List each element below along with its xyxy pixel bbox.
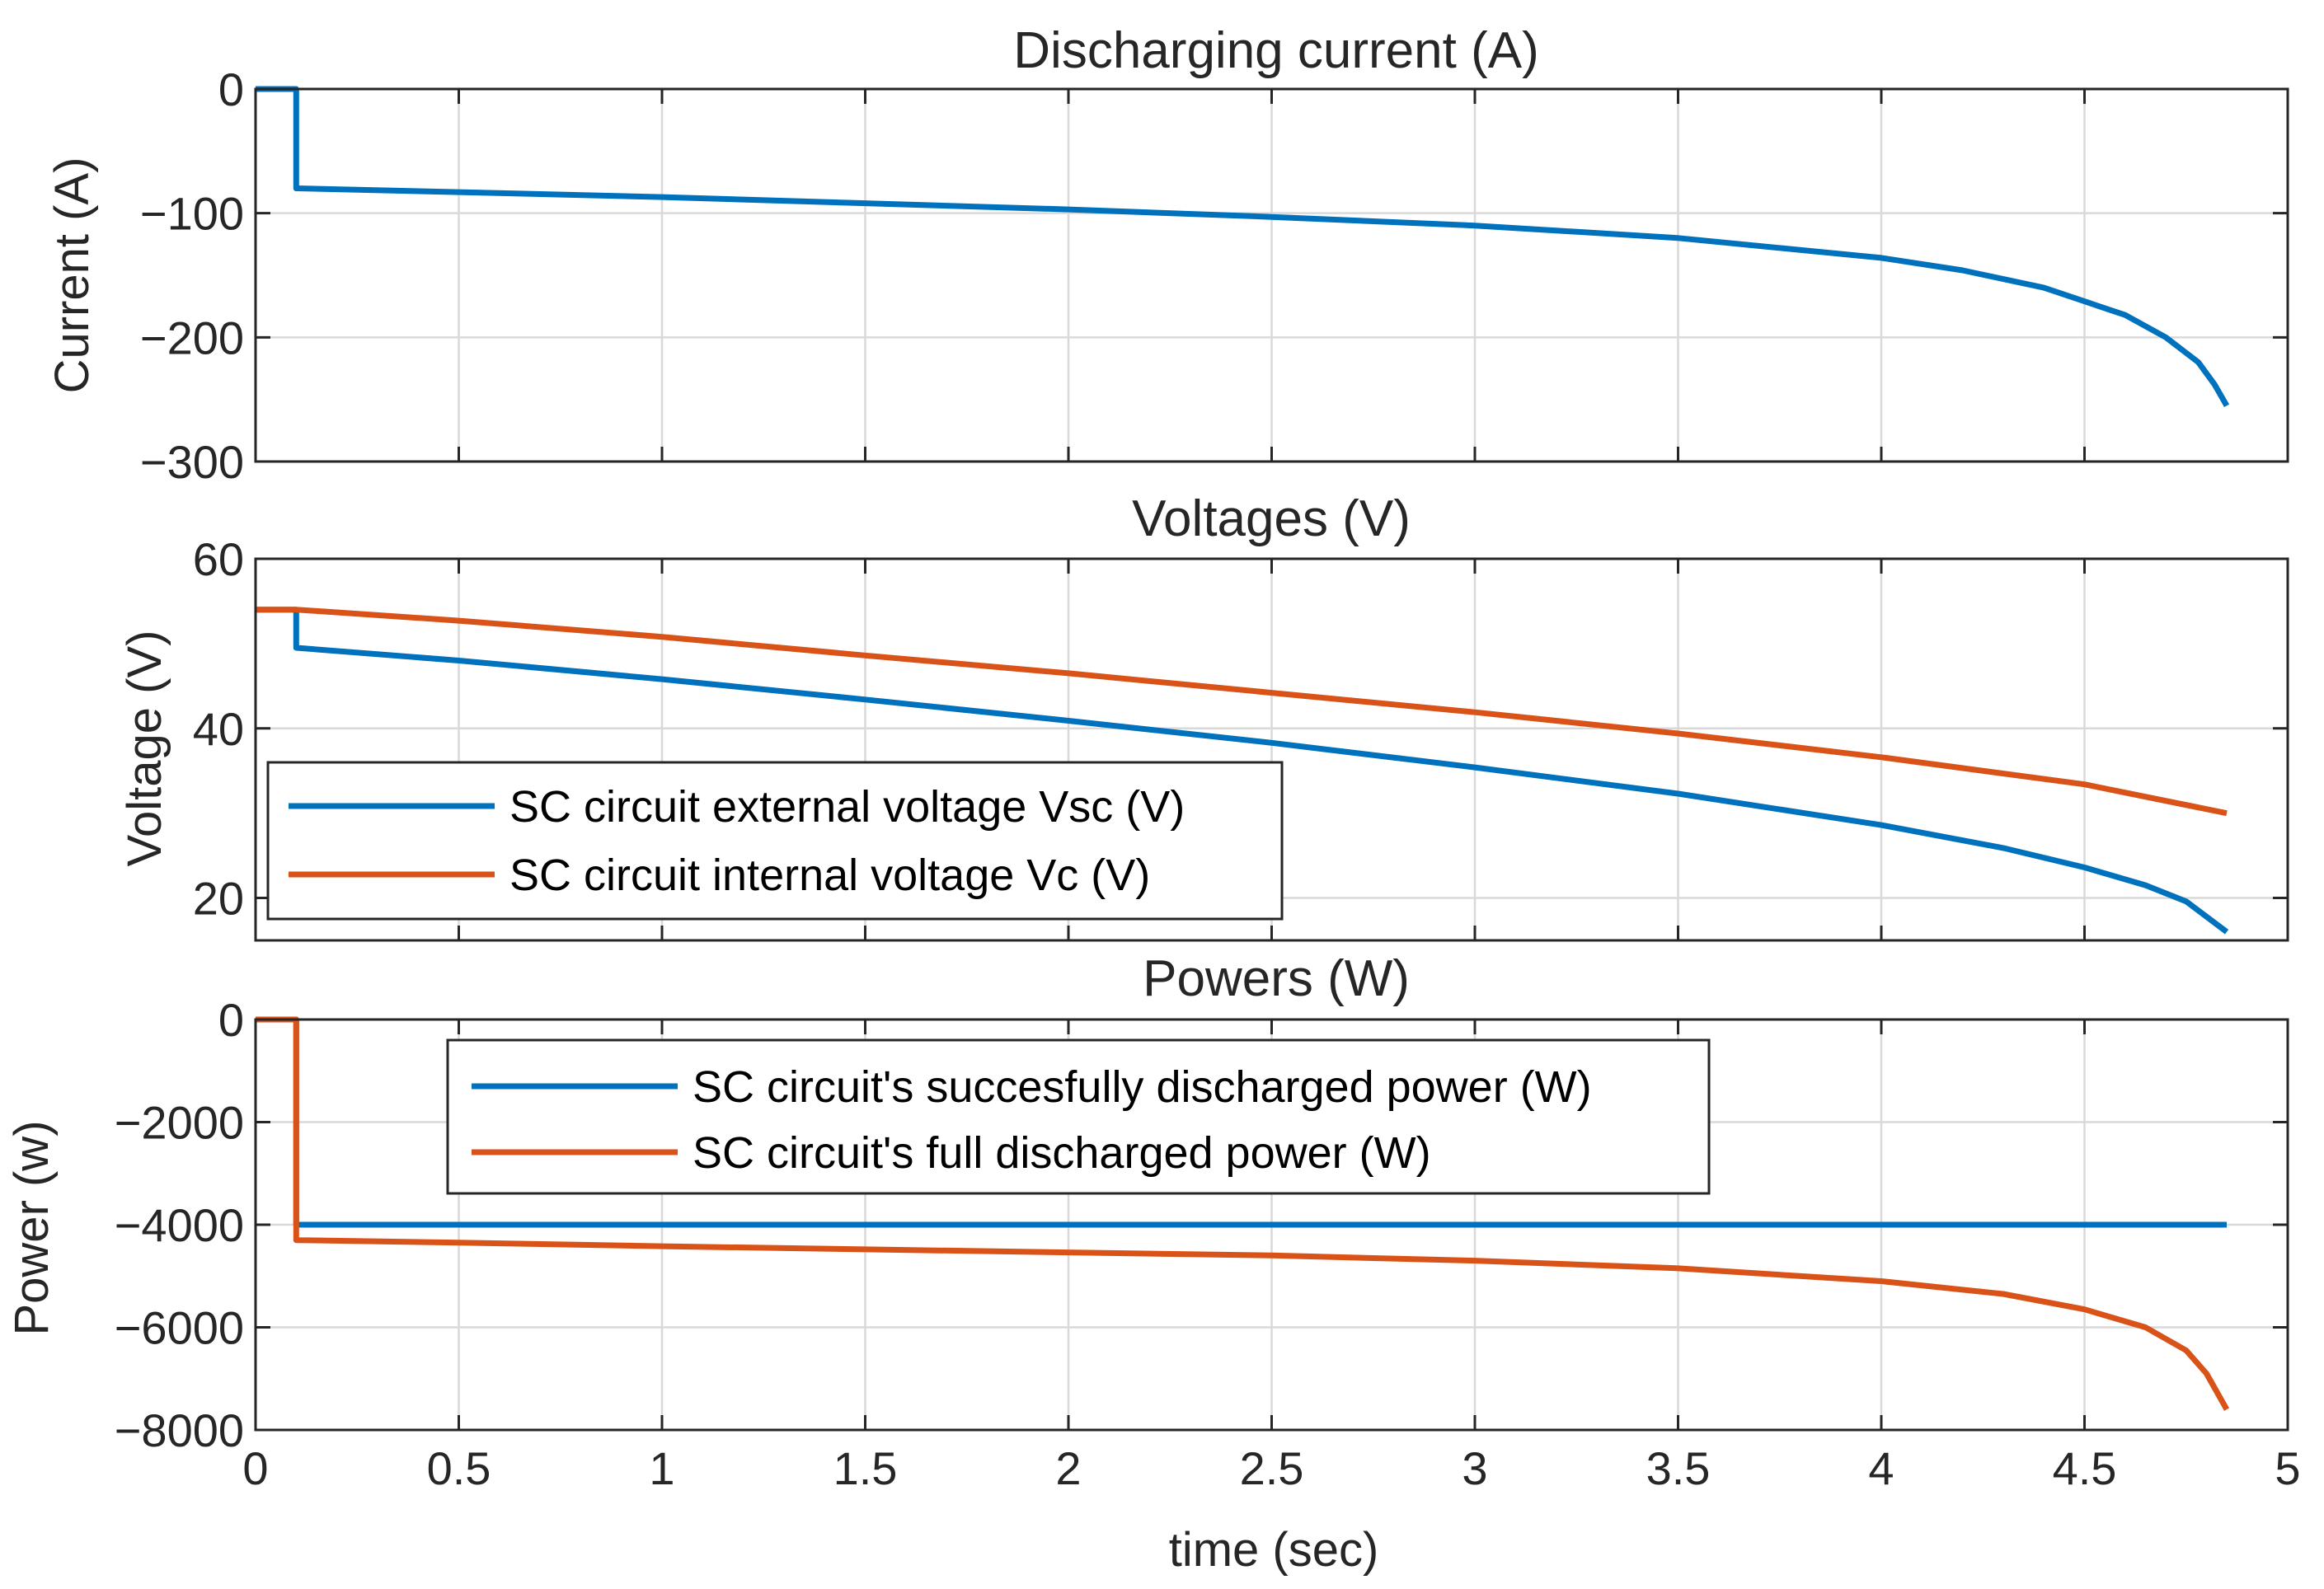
y-tick-label: 0: [218, 63, 244, 115]
power-xlabel: time (sec): [1169, 1523, 1379, 1577]
series-line-2-1: [256, 1016, 2230, 1411]
voltage-legend-box: [266, 761, 1284, 921]
voltage-ticks: 20 40 60: [193, 533, 2289, 940]
current-panel: 0 −100 −200 −300 Discharging current (A) Cu…: [45, 22, 2289, 488]
x-tick-label: 2: [1055, 1442, 1081, 1494]
y-tick-label: −300: [140, 436, 244, 488]
x-tick-label: 3: [1462, 1442, 1487, 1494]
series-line-1-1: [256, 607, 2228, 817]
voltage-lines: [256, 607, 2229, 935]
voltage-panel: 20 40 60 Voltages (V) Voltage (V) SC circu…: [118, 490, 2289, 942]
y-tick-label: −200: [140, 312, 244, 363]
y-tick-label: 0: [218, 994, 244, 1046]
current-ticks: 0 −100 −200 −300: [140, 63, 2289, 488]
voltage-ylabel: Voltage (V): [118, 630, 171, 867]
voltage-legend: SC circuit external voltage Vsc (V) SC c…: [266, 761, 1284, 921]
y-tick-label: 60: [193, 533, 244, 585]
y-tick-label: −8000: [115, 1404, 244, 1456]
x-tick-label: 0.5: [427, 1442, 491, 1494]
current-ylabel: Current (A): [45, 157, 99, 394]
power-legend-box: [446, 1038, 1711, 1195]
power-ylabel: Power (w): [5, 1120, 59, 1335]
x-tick-label: 3.5: [1646, 1442, 1711, 1494]
x-tick-label: 4.5: [2053, 1442, 2117, 1494]
legend-label-vsc: SC circuit external voltage Vsc (V): [509, 782, 1185, 832]
y-tick-label: −6000: [115, 1302, 244, 1354]
series-line-0-0: [256, 86, 2230, 407]
x-tick-label: 1: [649, 1442, 674, 1494]
legend-label-success-power: SC circuit's succesfully discharged powe…: [693, 1062, 1592, 1112]
series-line-1-0: [256, 607, 2229, 935]
current-title: Discharging current (A): [1013, 22, 1538, 79]
y-tick-label: −2000: [115, 1097, 244, 1149]
y-tick-label: 40: [193, 703, 244, 755]
y-tick-label: 20: [193, 873, 244, 925]
x-tick-label: 5: [2275, 1442, 2300, 1494]
x-tick-label: 1.5: [833, 1442, 898, 1494]
x-tick-label: 0: [242, 1442, 268, 1494]
power-legend: SC circuit's succesfully discharged powe…: [446, 1038, 1711, 1195]
current-lines: [256, 86, 2230, 407]
legend-label-full-power: SC circuit's full discharged power (W): [693, 1128, 1431, 1178]
x-tick-label: 2.5: [1240, 1442, 1304, 1494]
legend-label-vc: SC circuit internal voltage Vc (V): [509, 851, 1150, 900]
voltage-title: Voltages (V): [1132, 490, 1411, 547]
power-title: Powers (W): [1143, 950, 1410, 1007]
y-tick-label: −100: [140, 188, 244, 240]
x-tick-label: 4: [1868, 1442, 1894, 1494]
y-tick-label: −4000: [115, 1199, 244, 1251]
